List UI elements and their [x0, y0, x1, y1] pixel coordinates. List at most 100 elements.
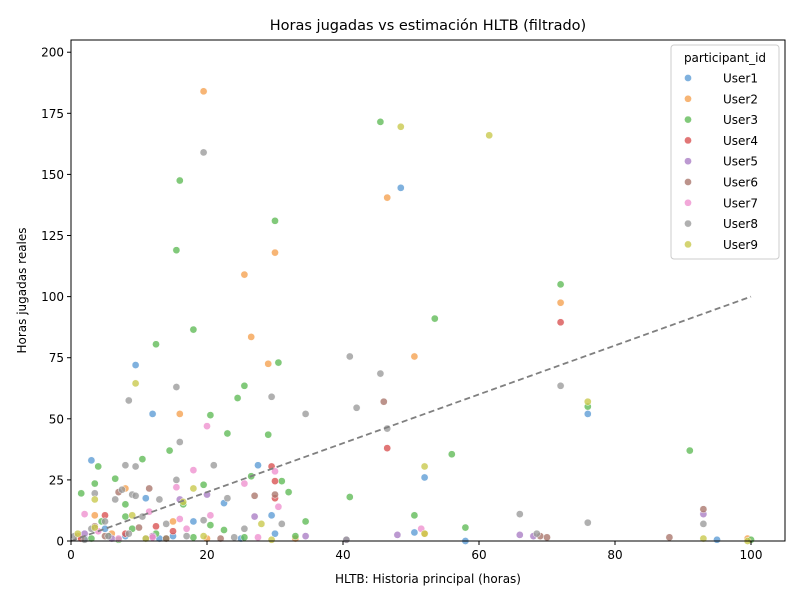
data-point-user3: [111, 474, 120, 483]
data-point-user9: [199, 532, 208, 540]
data-point-user3: [152, 340, 160, 349]
data-point-user3: [277, 477, 286, 485]
data-point-user2: [90, 511, 99, 520]
data-point-user3: [240, 381, 249, 390]
data-point-user1: [410, 528, 419, 537]
data-point-user3: [220, 526, 228, 534]
data-point-user7: [175, 515, 184, 523]
data-point-user2: [169, 517, 177, 526]
plot-frame: [70, 39, 786, 542]
data-point-user8: [162, 520, 171, 528]
data-point-user3: [94, 462, 103, 471]
data-point-user8: [699, 520, 708, 528]
y-tick-label: 75: [49, 351, 64, 365]
data-point-user8: [101, 517, 109, 526]
legend-title: participant_id: [684, 51, 766, 65]
data-point-user2: [556, 298, 565, 307]
data-point-user8: [230, 533, 239, 542]
legend-marker-user1: [684, 74, 692, 82]
x-tick-label: 0: [67, 548, 75, 562]
data-point-user9: [583, 397, 592, 406]
data-point-user7: [240, 479, 249, 488]
data-point-user6: [216, 534, 225, 543]
legend-marker-user7: [684, 198, 692, 207]
x-tick-label: 60: [471, 548, 486, 562]
data-point-user2: [383, 193, 392, 202]
data-point-user7: [203, 422, 211, 430]
data-point-user7: [172, 483, 181, 492]
data-point-user9: [396, 122, 405, 131]
data-point-user7: [271, 467, 279, 476]
data-points: [70, 87, 755, 545]
data-point-user3: [376, 118, 385, 126]
data-point-user7: [182, 524, 191, 533]
data-point-user2: [271, 248, 279, 257]
data-point-user2: [175, 410, 184, 418]
data-point-user3: [447, 450, 456, 459]
data-point-user9: [485, 131, 494, 140]
data-point-user8: [532, 529, 541, 538]
data-point-user9: [267, 535, 276, 544]
data-point-user8: [155, 495, 164, 504]
reference-line: [70, 295, 752, 542]
data-point-user8: [121, 461, 130, 470]
data-point-user3: [685, 446, 694, 455]
data-point-user6: [250, 491, 259, 500]
data-point-user8: [352, 403, 361, 412]
data-point-user8: [223, 494, 232, 503]
data-point-user3: [189, 325, 198, 334]
legend-label-user7: User7: [723, 196, 758, 210]
legend: participant_id User1 User2 User3 User4 User5…: [670, 44, 780, 260]
data-point-user8: [124, 396, 133, 405]
data-point-user8: [175, 438, 184, 446]
data-point-user3: [233, 394, 242, 402]
legend-label-user6: User6: [723, 176, 758, 190]
data-point-user3: [175, 176, 184, 185]
data-point-user3: [240, 533, 249, 542]
legend-marker-user2: [684, 94, 692, 103]
data-point-user8: [172, 476, 181, 484]
data-point-user8: [172, 383, 181, 391]
data-point-user7: [274, 502, 283, 511]
data-point-user8: [209, 461, 218, 470]
legend-marker-user3: [684, 115, 692, 124]
data-point-user8: [182, 532, 191, 540]
data-point-user6: [145, 484, 154, 493]
data-point-user8: [267, 392, 276, 401]
data-point-user8: [342, 535, 351, 544]
data-point-user7: [148, 533, 157, 542]
data-point-user2: [240, 270, 249, 279]
legend-marker-user5: [684, 157, 692, 166]
data-point-user3: [77, 489, 86, 498]
x-tick-label: 20: [199, 548, 214, 562]
data-point-user3: [138, 455, 147, 463]
legend-label-user8: User8: [723, 217, 758, 231]
data-point-user8: [111, 495, 120, 504]
data-point-user9: [128, 511, 137, 520]
legend-label-user9: User9: [723, 238, 758, 252]
data-point-user3: [410, 511, 419, 520]
y-tick-label: 0: [56, 535, 64, 549]
data-point-user8: [118, 485, 126, 494]
data-point-user5: [250, 512, 259, 521]
data-point-user1: [396, 184, 405, 192]
data-point-user1: [148, 410, 157, 418]
data-point-user4: [556, 318, 565, 327]
y-tick-label: 150: [41, 168, 64, 182]
legend-marker-user8: [684, 219, 692, 228]
data-point-user7: [80, 510, 89, 518]
legend-marker-user6: [684, 178, 692, 186]
data-point-user3: [199, 480, 208, 489]
data-point-user8: [131, 491, 140, 500]
y-tick-label: 100: [41, 290, 64, 304]
data-point-user6: [271, 490, 279, 499]
x-tick-label: 80: [607, 548, 622, 562]
data-point-user3: [90, 479, 99, 488]
data-point-user8: [199, 148, 208, 157]
data-point-user4: [383, 444, 392, 452]
data-point-user2: [264, 359, 273, 368]
data-point-user7: [206, 511, 215, 520]
data-point-user3: [206, 411, 215, 419]
